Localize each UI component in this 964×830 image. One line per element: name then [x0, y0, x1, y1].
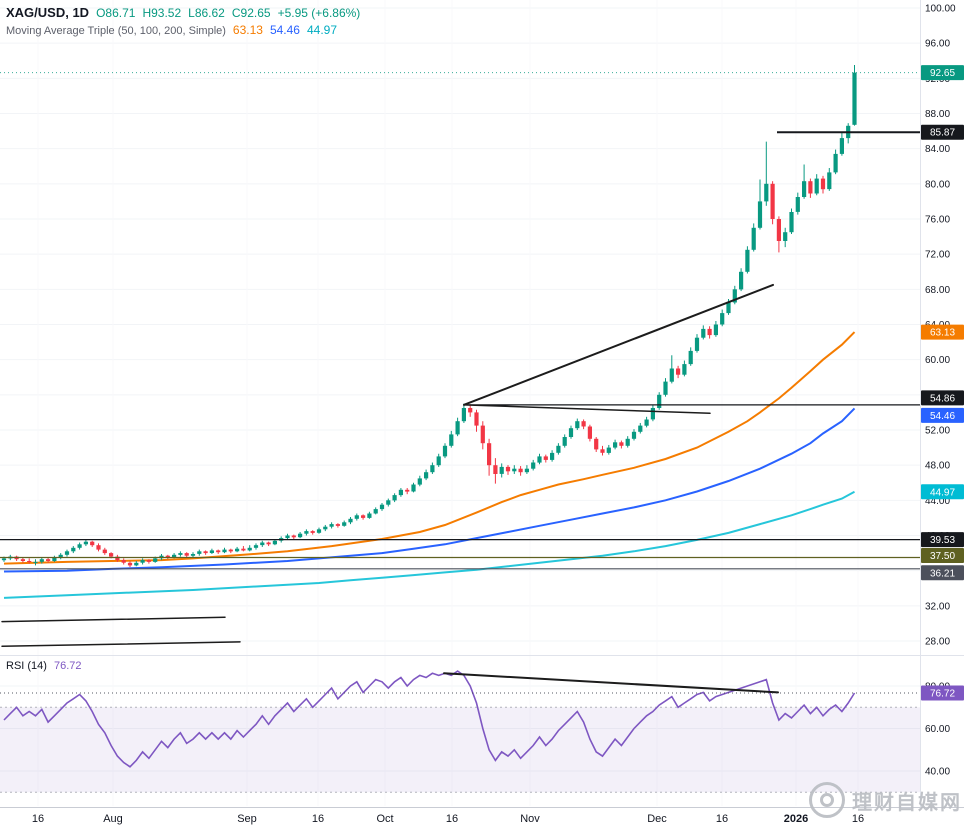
trendlines[interactable]	[1, 283, 774, 648]
svg-text:92.65: 92.65	[930, 68, 955, 79]
grid-lines	[0, 7, 920, 772]
ma100-value: 54.46	[269, 23, 300, 37]
rsi-trendline	[443, 672, 779, 694]
svg-text:54.46: 54.46	[930, 411, 955, 422]
rsi-legend: RSI (14) 76.72	[6, 658, 82, 675]
svg-text:60.00: 60.00	[925, 724, 950, 735]
time-axis[interactable]: 16 Aug Sep 16 Oct 16 Nov Dec 16 2026 16	[32, 813, 864, 825]
svg-text:68.00: 68.00	[925, 285, 950, 296]
price-badges: 92.65 85.87 63.13 54.86 54.46 44.97 39.53 37.50…	[921, 65, 964, 701]
svg-text:Dec: Dec	[647, 813, 667, 825]
svg-text:16: 16	[852, 813, 864, 825]
svg-text:16: 16	[32, 813, 44, 825]
svg-text:54.86: 54.86	[930, 393, 955, 404]
ohlc-low: L86.62	[188, 6, 225, 20]
candles	[1, 64, 857, 568]
svg-text:44.00: 44.00	[925, 496, 950, 507]
svg-text:39.53: 39.53	[930, 535, 955, 546]
svg-text:2026: 2026	[784, 813, 808, 825]
pane-separators	[0, 0, 964, 808]
svg-text:44.97: 44.97	[930, 487, 955, 498]
svg-text:16: 16	[312, 813, 324, 825]
svg-text:32.00: 32.00	[925, 601, 950, 612]
svg-text:60.00: 60.00	[925, 355, 950, 366]
ma200-value: 44.97	[306, 23, 338, 37]
svg-text:100.00: 100.00	[925, 4, 956, 15]
ma50-line	[3, 331, 856, 565]
main-legend: XAG/USD, 1D O86.71 H93.52 L86.62 C92.65 …	[6, 4, 360, 40]
svg-text:Sep: Sep	[237, 813, 257, 825]
svg-text:76.00: 76.00	[925, 215, 950, 226]
svg-text:48.00: 48.00	[925, 461, 950, 472]
ma-indicator-row: Moving Average Triple (50, 100, 200, Sim…	[6, 22, 360, 40]
ma50-value: 63.13	[232, 23, 263, 37]
svg-text:84.00: 84.00	[925, 144, 950, 155]
ma100-line	[3, 407, 856, 573]
svg-text:76.72: 76.72	[930, 689, 955, 700]
price-levels	[0, 131, 920, 570]
svg-text:80.00: 80.00	[925, 179, 950, 190]
svg-text:72.00: 72.00	[925, 250, 950, 261]
symbol-row: XAG/USD, 1D O86.71 H93.52 L86.62 C92.65 …	[6, 4, 360, 22]
svg-text:88.00: 88.00	[925, 109, 950, 120]
ohlc-close: C92.65	[231, 6, 271, 20]
svg-text:Oct: Oct	[376, 813, 393, 825]
rsi-current-value: 76.72	[53, 660, 82, 672]
ma-indicator-title[interactable]: Moving Average Triple (50, 100, 200, Sim…	[6, 25, 226, 37]
rsi-plot	[0, 670, 920, 768]
svg-text:28.00: 28.00	[925, 637, 950, 648]
rsi-indicator-title[interactable]: RSI (14)	[6, 660, 47, 672]
change-value: +5.95 (+6.86%)	[277, 6, 361, 20]
rsi-line	[3, 670, 856, 768]
rsi-band	[0, 706, 920, 793]
svg-text:Nov: Nov	[520, 813, 540, 825]
ma200-line	[3, 490, 855, 599]
ohlc-open: O86.71	[96, 6, 136, 20]
svg-text:96.00: 96.00	[925, 39, 950, 50]
svg-text:52.00: 52.00	[925, 426, 950, 437]
symbol-title[interactable]: XAG/USD, 1D	[6, 5, 90, 20]
rsi-indicator-row: RSI (14) 76.72	[6, 658, 82, 675]
ohlc-high: H93.52	[142, 6, 182, 20]
svg-text:Aug: Aug	[103, 813, 123, 825]
svg-text:16: 16	[716, 813, 728, 825]
svg-text:36.21: 36.21	[930, 568, 955, 579]
svg-text:16: 16	[446, 813, 458, 825]
moving-averages	[3, 331, 856, 599]
svg-text:40.00: 40.00	[925, 767, 950, 778]
svg-text:63.13: 63.13	[930, 328, 955, 339]
svg-text:37.50: 37.50	[930, 551, 955, 562]
svg-text:85.87: 85.87	[930, 128, 955, 139]
